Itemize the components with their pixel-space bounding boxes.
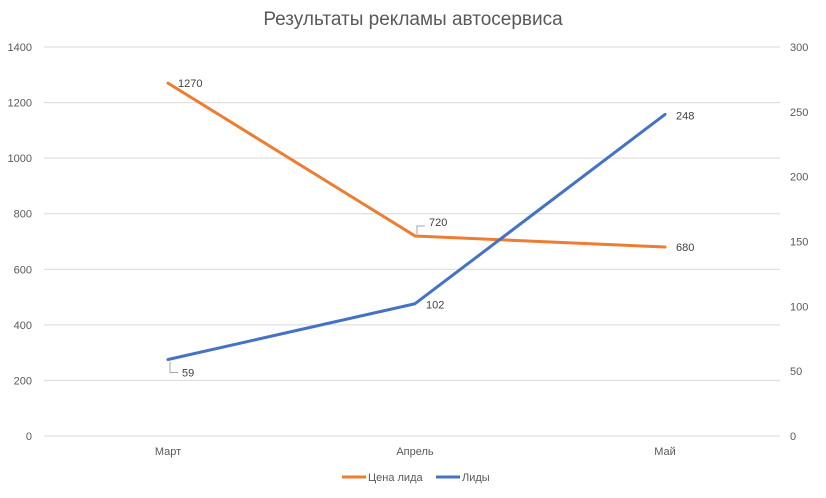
left-axis-tick-label: 600	[14, 264, 32, 276]
left-axis-tick-label: 0	[26, 431, 32, 443]
data-label-lead-price: 680	[676, 242, 694, 254]
left-axis-tick-label: 1400	[8, 42, 32, 54]
right-axis-tick-label: 250	[790, 107, 808, 119]
x-axis: Март Апрель Май	[155, 446, 676, 458]
data-label-leads: 102	[426, 300, 444, 312]
x-axis-tick-label: Апрель	[396, 446, 434, 458]
data-label-lead-price: 1270	[178, 78, 202, 90]
right-axis-tick-label: 50	[790, 366, 802, 378]
right-axis-tick-label: 100	[790, 301, 808, 313]
data-label-leads: 59	[182, 367, 194, 379]
series-line-lead-price	[166, 81, 667, 249]
right-axis-tick-label: 300	[790, 42, 808, 54]
data-label-leader	[416, 225, 425, 234]
left-axis-tick-label: 400	[14, 320, 32, 332]
left-axis-tick-label: 800	[14, 209, 32, 221]
right-axis-tick-label: 150	[790, 237, 808, 249]
chart-title: Результаты рекламы автосервиса	[263, 9, 563, 30]
x-axis-tick-label: Март	[155, 446, 181, 458]
left-axis-tick-label: 1000	[8, 153, 32, 165]
legend: Цена лида Лиды	[342, 472, 490, 484]
right-axis: 0 50 100 150 200 250 300	[790, 42, 808, 443]
left-axis-tick-label: 200	[14, 375, 32, 387]
x-axis-tick-label: Май	[654, 446, 676, 458]
data-label-leader	[169, 361, 178, 373]
left-axis-tick-label: 1200	[8, 98, 32, 110]
left-axis: 0 200 400 600 800 1000 1200 1400	[8, 42, 32, 443]
series-line-leads	[166, 112, 667, 361]
legend-label: Цена лида	[368, 472, 423, 484]
legend-label: Лиды	[462, 472, 490, 484]
gridlines	[44, 46, 780, 437]
data-label-leads: 248	[676, 110, 694, 122]
data-labels: 1270 720 680 59 102 248	[169, 78, 694, 379]
right-axis-tick-label: 200	[790, 172, 808, 184]
right-axis-tick-label: 0	[790, 431, 796, 443]
data-label-lead-price: 720	[429, 217, 447, 229]
series-lines	[166, 81, 667, 361]
